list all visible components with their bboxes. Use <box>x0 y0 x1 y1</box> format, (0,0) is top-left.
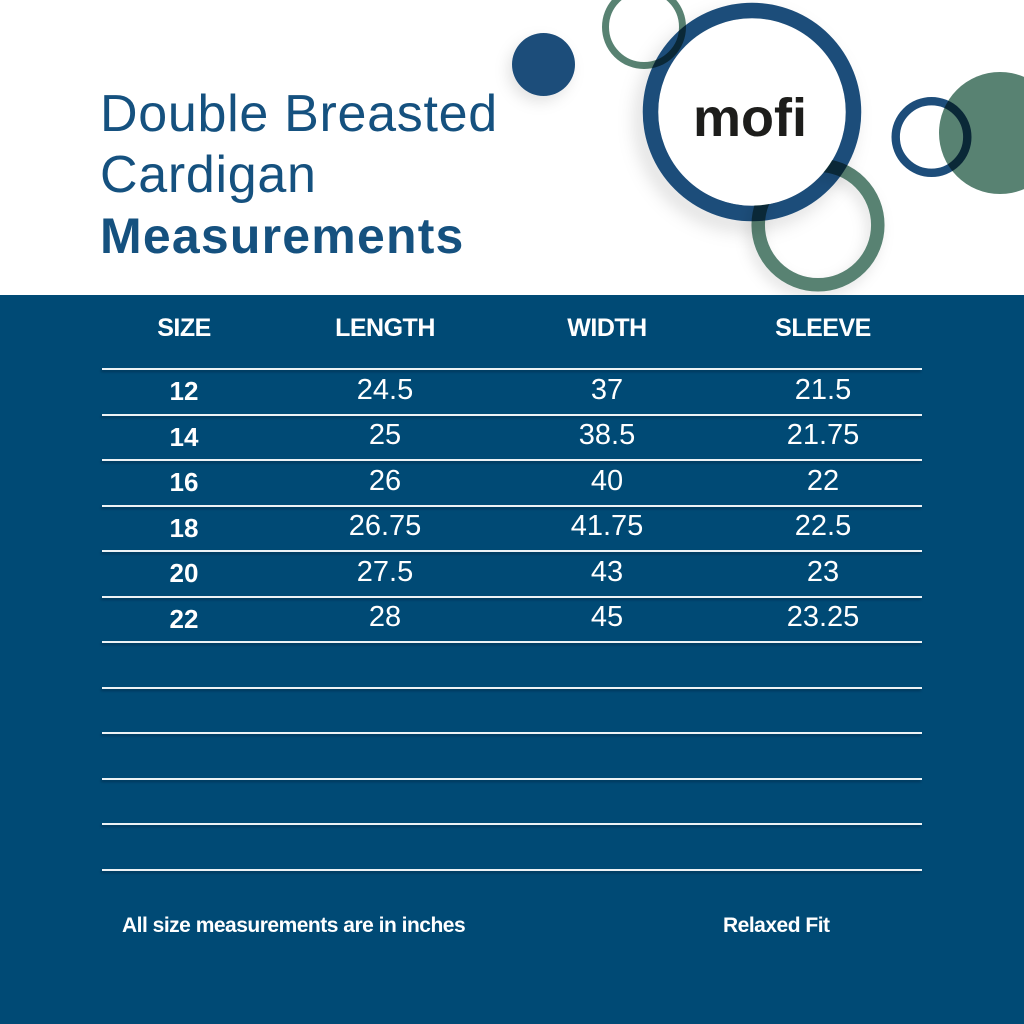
svg-text:mof‌i: mof‌i <box>693 88 807 148</box>
